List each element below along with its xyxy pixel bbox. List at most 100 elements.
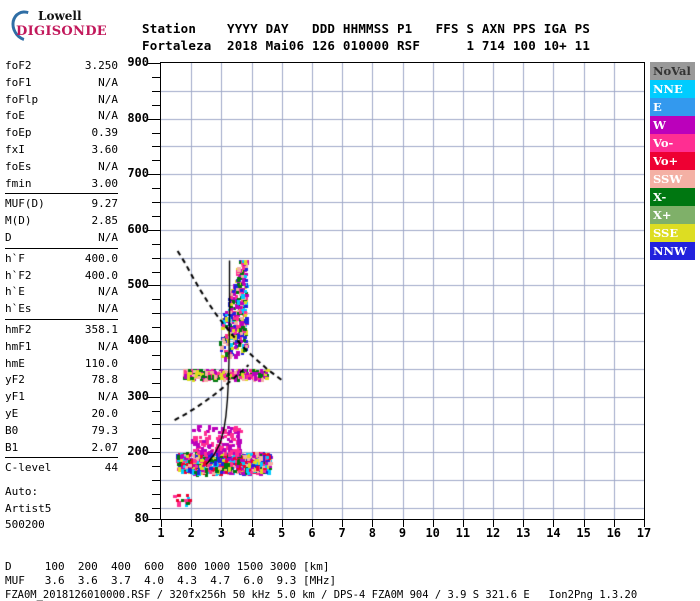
param-key: h`E	[5, 285, 25, 299]
legend-item-vo[interactable]: Vo-	[650, 134, 695, 152]
y-axis-tick-minor	[152, 480, 160, 482]
param-group-0: foF2 3.250 foF1 N/A foFlp N/A foE N/A foEp 0.39 fx…	[5, 58, 119, 195]
param-value: 2.85	[91, 214, 119, 228]
y-axis-label-900: 900	[127, 55, 149, 69]
x-axis-label-14: 14	[546, 526, 561, 540]
y-axis-tick-minor	[152, 90, 160, 92]
param-row-hmf1: hmF1 N/A	[5, 339, 118, 356]
param-row-foe: foE N/A	[5, 108, 118, 125]
param-value: 358.1	[84, 322, 118, 336]
y-axis-tick-minor	[152, 466, 160, 468]
footer-distance-row: D 100 200 400 600 800 1000 1500 3000 [km…	[5, 560, 330, 573]
ionogram-plot-area[interactable]	[160, 62, 645, 520]
y-axis-label-800: 800	[127, 110, 149, 125]
x-axis-tick	[583, 520, 585, 527]
y-axis-tick-major	[148, 63, 160, 64]
y-axis-tick-minor	[152, 507, 160, 509]
x-axis-label-5: 5	[278, 526, 286, 540]
y-axis-tick-minor	[152, 410, 160, 412]
param-row-hme: hmE 110.0	[5, 356, 118, 373]
polarization-legend: NoVal NNE E W Vo- Vo+ SSW X- X+ SSE NNW	[650, 62, 695, 260]
legend-item-x[interactable]: X+	[650, 206, 695, 224]
param-value: 3.00	[91, 176, 119, 190]
x-axis-tick	[161, 520, 162, 527]
y-axis-tick-major	[148, 174, 160, 176]
x-axis-label-7: 7	[338, 526, 346, 540]
y-axis-tick-minor	[152, 368, 160, 370]
param-row-md: M(D) 2.85	[5, 213, 118, 230]
param-row-hmf2: hmF2 358.1	[5, 322, 118, 339]
y-axis-tick-minor	[152, 188, 160, 190]
param-row-hf: h`F 400.0	[5, 251, 118, 268]
legend-item-ssw[interactable]: SSW	[650, 170, 695, 188]
y-axis-tick-major	[148, 229, 160, 231]
y-axis-label-700: 700	[127, 166, 149, 181]
legend-item-x[interactable]: X-	[650, 188, 695, 206]
y-axis-tick-minor	[152, 382, 160, 384]
y-axis-tick-minor	[152, 160, 160, 162]
y-axis-tick-major	[148, 452, 160, 454]
legend-item-noval[interactable]: NoVal	[650, 62, 695, 80]
legend-item-vo[interactable]: Vo+	[650, 152, 695, 170]
param-row-mufd: MUF(D) 9.27	[5, 196, 118, 213]
plot-data-echoes	[161, 63, 644, 519]
param-group-2: h`F 400.0 h`F2 400.0 h`E N/A h`Es N/A	[5, 251, 118, 320]
y-axis-tick-minor	[152, 215, 160, 217]
auto-scaling-info: Auto: Artist5 500200	[5, 484, 118, 534]
param-key: fxI	[5, 142, 25, 156]
x-axis-tick	[281, 520, 283, 527]
x-axis-label-17: 17	[636, 526, 652, 540]
param-value: N/A	[98, 92, 118, 106]
param-key: hmF2	[5, 322, 32, 336]
x-axis-label-6: 6	[308, 526, 316, 540]
y-axis-label-300: 300	[127, 388, 149, 403]
param-key: foF1	[5, 75, 32, 89]
param-value: N/A	[98, 339, 118, 353]
param-value: 3.250	[84, 59, 118, 72]
header-line-1: Station YYYY DAY DDD HHMMSS P1 FFS S AXN…	[142, 21, 591, 36]
param-value: N/A	[98, 230, 118, 244]
param-value: 2.07	[91, 440, 119, 454]
y-axis-tick-major	[148, 285, 160, 287]
param-value: N/A	[98, 285, 118, 299]
logo-lowell-text: Lowell	[38, 9, 82, 23]
param-value: 3.60	[91, 142, 119, 156]
x-axis-tick	[251, 520, 253, 527]
y-axis-tick-major	[148, 519, 160, 520]
param-key: foE	[5, 109, 25, 123]
y-axis-tick-minor	[152, 243, 160, 245]
param-value: N/A	[98, 390, 118, 404]
param-key: D	[5, 230, 12, 244]
legend-item-e[interactable]: E	[650, 98, 695, 116]
station-header: Station YYYY DAY DDD HHMMSS P1 FFS S AXN…	[142, 20, 590, 54]
x-axis-tick	[462, 520, 464, 527]
y-axis-tick-minor	[152, 271, 160, 273]
legend-item-sse[interactable]: SSE	[650, 224, 695, 242]
legend-item-nne[interactable]: NNE	[650, 80, 695, 98]
legend-item-w[interactable]: W	[650, 116, 695, 134]
footer-file-info: FZA0M_2018126010000.RSF / 320fx256h 50 k…	[5, 589, 638, 601]
param-group-4: C-level 44	[5, 460, 118, 478]
auto-code: 500200	[5, 518, 45, 532]
y-axis-tick-minor	[152, 313, 160, 315]
parameter-table: foF2 3.250 foF1 N/A foFlp N/A foE N/A foEp 0.39 fx…	[5, 58, 118, 534]
x-axis-tick	[372, 520, 374, 527]
param-value: 0.39	[91, 126, 119, 140]
x-axis-tick	[523, 520, 525, 527]
legend-item-nnw[interactable]: NNW	[650, 242, 695, 260]
x-axis-tick	[191, 520, 193, 527]
y-axis-tick-minor	[152, 424, 160, 426]
y-axis-tick-minor	[152, 493, 160, 495]
y-axis-tick-minor	[152, 76, 160, 78]
param-value: 9.27	[91, 197, 119, 211]
y-axis-tick-minor	[152, 354, 160, 356]
x-axis-label-10: 10	[425, 526, 440, 540]
param-key: C-level	[5, 461, 52, 475]
param-key: hmF1	[5, 339, 32, 353]
y-axis-tick-major	[148, 396, 160, 398]
x-axis-label-4: 4	[247, 526, 256, 540]
param-key: foF2	[5, 59, 32, 72]
param-key: MUF(D)	[5, 197, 45, 211]
param-value: 79.3	[91, 423, 119, 437]
param-row-yf1: yF1 N/A	[5, 389, 118, 406]
